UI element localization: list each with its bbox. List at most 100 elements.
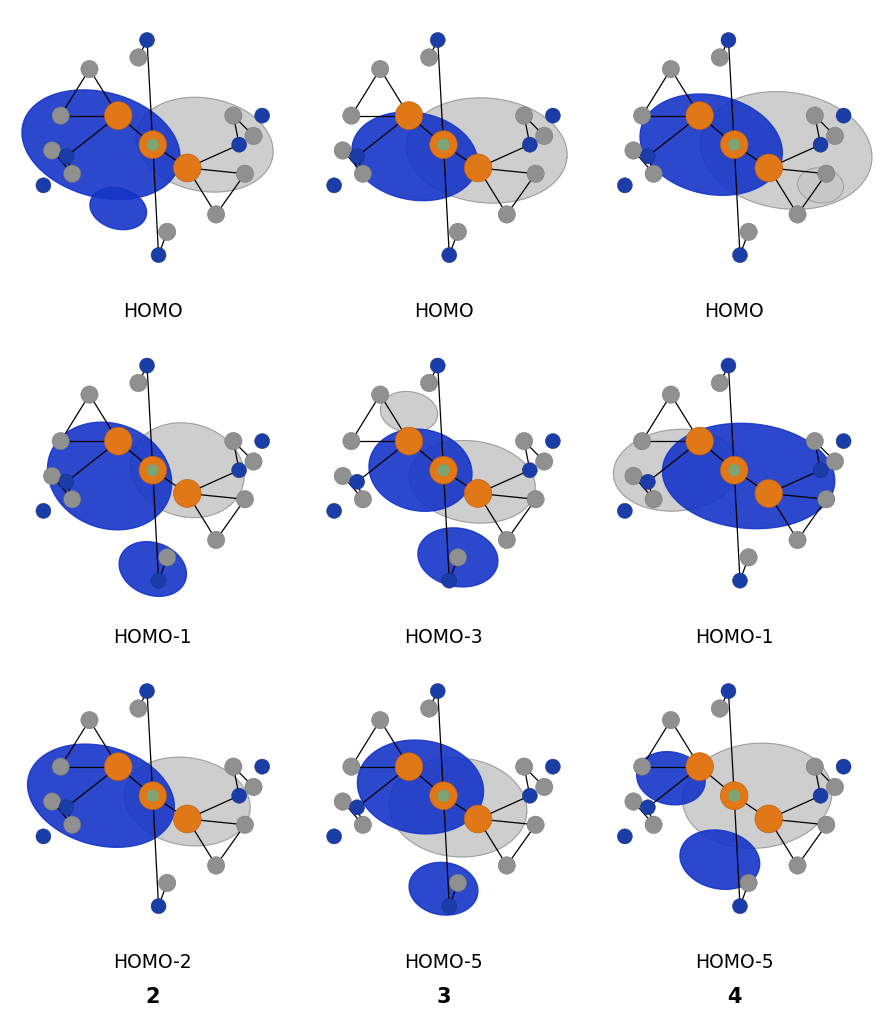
Circle shape [788, 531, 805, 549]
Circle shape [498, 857, 515, 874]
Circle shape [835, 434, 850, 449]
Polygon shape [636, 752, 704, 804]
Circle shape [354, 816, 371, 833]
Circle shape [545, 434, 560, 449]
Circle shape [58, 799, 74, 815]
Circle shape [236, 816, 253, 833]
Circle shape [394, 427, 423, 455]
Circle shape [826, 128, 843, 144]
Polygon shape [682, 744, 831, 849]
Circle shape [43, 793, 60, 811]
Circle shape [662, 386, 679, 404]
Circle shape [805, 107, 822, 125]
Circle shape [354, 165, 371, 182]
Circle shape [224, 758, 242, 776]
Circle shape [236, 165, 253, 182]
Circle shape [420, 699, 438, 717]
Circle shape [207, 857, 224, 874]
Text: HOMO: HOMO [703, 302, 763, 321]
Polygon shape [389, 758, 526, 857]
Circle shape [105, 102, 132, 130]
Text: 2: 2 [145, 987, 159, 1007]
Circle shape [826, 779, 843, 796]
Circle shape [245, 779, 262, 796]
Circle shape [728, 139, 739, 150]
Circle shape [36, 829, 51, 844]
Circle shape [81, 712, 98, 729]
Circle shape [644, 490, 662, 508]
Polygon shape [130, 422, 244, 517]
Circle shape [174, 480, 201, 508]
Circle shape [81, 61, 98, 78]
Circle shape [817, 816, 834, 833]
Circle shape [640, 148, 655, 164]
Text: 4: 4 [727, 987, 741, 1007]
Circle shape [685, 753, 712, 781]
Circle shape [139, 131, 167, 159]
Circle shape [420, 374, 438, 391]
Circle shape [430, 33, 445, 47]
Circle shape [441, 573, 456, 588]
Circle shape [812, 137, 828, 152]
Polygon shape [408, 441, 534, 523]
Circle shape [526, 816, 544, 833]
Polygon shape [408, 862, 478, 915]
Circle shape [754, 480, 781, 508]
Circle shape [254, 434, 269, 449]
Circle shape [105, 753, 132, 781]
Polygon shape [48, 422, 172, 529]
Circle shape [139, 684, 154, 698]
Circle shape [326, 504, 341, 518]
Text: HOMO-5: HOMO-5 [404, 953, 482, 972]
Circle shape [438, 139, 448, 150]
Circle shape [394, 753, 423, 781]
Circle shape [545, 759, 560, 775]
Circle shape [326, 829, 341, 844]
Circle shape [685, 102, 712, 130]
Circle shape [224, 107, 242, 125]
Circle shape [371, 386, 388, 404]
Circle shape [535, 779, 552, 796]
Circle shape [231, 788, 246, 803]
Circle shape [159, 549, 175, 566]
Circle shape [463, 805, 492, 833]
Circle shape [463, 153, 492, 182]
Circle shape [545, 108, 560, 124]
Circle shape [64, 816, 81, 833]
Polygon shape [662, 423, 834, 528]
Circle shape [498, 206, 515, 224]
Circle shape [662, 61, 679, 78]
Circle shape [334, 468, 351, 485]
Circle shape [805, 433, 822, 450]
Circle shape [254, 108, 269, 124]
Circle shape [334, 793, 351, 811]
Circle shape [633, 758, 650, 776]
Circle shape [159, 224, 175, 241]
Polygon shape [136, 97, 273, 192]
Circle shape [52, 758, 69, 776]
Polygon shape [613, 430, 739, 511]
Circle shape [720, 684, 735, 698]
Circle shape [174, 153, 201, 182]
Polygon shape [357, 741, 483, 834]
Circle shape [147, 790, 158, 801]
Circle shape [236, 490, 253, 508]
Circle shape [129, 374, 147, 391]
Polygon shape [27, 744, 175, 848]
Circle shape [535, 128, 552, 144]
Circle shape [151, 898, 166, 914]
Circle shape [394, 102, 423, 130]
Circle shape [349, 799, 364, 815]
Text: HOMO-1: HOMO-1 [113, 627, 192, 647]
Circle shape [420, 48, 438, 66]
Circle shape [624, 142, 641, 160]
Circle shape [371, 61, 388, 78]
Circle shape [448, 874, 466, 892]
Circle shape [441, 247, 456, 263]
Circle shape [326, 178, 341, 193]
Polygon shape [119, 542, 186, 596]
Circle shape [515, 433, 532, 450]
Circle shape [515, 758, 532, 776]
Circle shape [720, 358, 735, 373]
Circle shape [147, 465, 158, 476]
